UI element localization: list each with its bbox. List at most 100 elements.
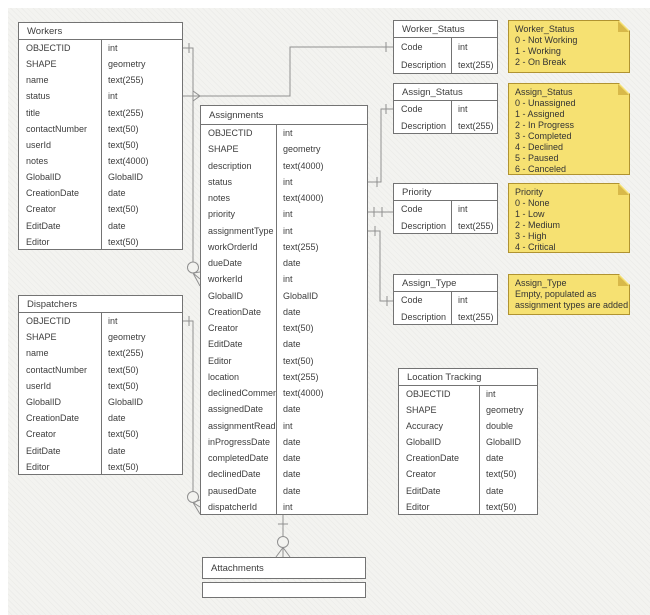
field-type: text(255)	[276, 238, 367, 255]
table-title: Priority	[394, 184, 497, 201]
field-name: OBJECTID	[26, 316, 71, 326]
table-row: Creator text(50)	[399, 466, 537, 483]
field-type: int	[101, 313, 182, 330]
connector-dispatchers-assignments[interactable]	[183, 316, 201, 515]
table-worker-status[interactable]: Worker_Status Code int Description text(255)	[393, 20, 498, 74]
field-type: text(50)	[276, 352, 367, 369]
table-location-tracking[interactable]: Location Tracking OBJECTID int SHAPE geometr…	[398, 368, 538, 515]
table-attachments-body[interactable]	[202, 582, 366, 598]
table-row: Code int	[394, 292, 497, 309]
table-body: Code int Description text(255)	[394, 38, 497, 74]
note-text-line: 1 - Low	[515, 209, 545, 219]
note-fold-icon	[618, 84, 629, 95]
field-type: GlobalID	[101, 393, 182, 411]
table-row: Description text(255)	[394, 117, 497, 134]
field-name: Accuracy	[406, 421, 444, 432]
connector-assignments-attachments[interactable]	[275, 515, 291, 558]
table-row: status int	[19, 88, 182, 105]
worker-status-note[interactable]: Worker_Status 0 - Not Working 1 - Working 2…	[508, 20, 630, 73]
field-name: SHAPE	[406, 405, 437, 416]
field-type: int	[276, 417, 367, 434]
table-row: workOrderId text(255)	[201, 238, 367, 255]
note-title: Assign_Status	[515, 87, 573, 97]
table-row: workerId int	[201, 271, 367, 288]
field-name: contactNumber	[26, 364, 88, 375]
table-row: GlobalID GlobalID	[399, 434, 537, 451]
table-attachments[interactable]: Attachments	[202, 557, 366, 579]
field-name: completedDate	[208, 453, 269, 463]
note-text-line: 2 - In Progress	[515, 120, 575, 130]
field-name: OBJECTID	[26, 43, 71, 53]
table-row: declinedDate date	[201, 466, 367, 483]
table-title: Assign_Status	[394, 84, 497, 101]
field-name: GlobalID	[26, 396, 62, 407]
table-body: OBJECTID int SHAPE geometry description text(…	[201, 125, 367, 515]
table-assign-status[interactable]: Assign_Status Code int Description text(255)	[393, 83, 498, 134]
field-type: double	[479, 418, 537, 435]
field-type: date	[276, 482, 367, 499]
connector-workers-assignments[interactable]	[183, 43, 201, 287]
priority-note[interactable]: Priority 0 - None 1 - Low 2 - Medium 3 - Hig…	[508, 183, 630, 253]
field-type: text(255)	[101, 345, 182, 362]
field-name: workerId	[208, 274, 243, 285]
field-name: userId	[26, 380, 52, 391]
table-row: CreationDate date	[399, 450, 537, 467]
table-row: EditDate date	[19, 217, 182, 234]
field-name: OBJECTID	[208, 128, 253, 138]
table-row: completedDate date	[201, 450, 367, 467]
field-type: text(255)	[451, 117, 497, 134]
field-name: EditDate	[406, 485, 441, 496]
field-type: text(50)	[101, 377, 182, 394]
table-row: description text(4000)	[201, 157, 367, 174]
note-text-line: 3 - High	[515, 231, 547, 241]
table-row: Accuracy double	[399, 418, 537, 435]
field-name: CreationDate	[208, 306, 262, 317]
table-row: CreationDate date	[19, 410, 182, 427]
field-type: date	[101, 442, 182, 459]
field-name: Editor	[406, 501, 430, 512]
assign-type-note[interactable]: Assign_Type Empty, populated as assignment…	[508, 274, 630, 315]
connector-workers-worker-status[interactable]	[183, 42, 393, 102]
table-row: declinedComment text(4000)	[201, 385, 367, 402]
field-name: CreationDate	[406, 453, 460, 464]
field-name: description	[208, 160, 252, 171]
field-type: date	[276, 433, 367, 450]
table-workers[interactable]: Workers OBJECTID int SHAPE geometry name text(…	[18, 22, 183, 250]
field-name: status	[208, 176, 233, 187]
field-type: date	[101, 410, 182, 427]
crows-foot-icon	[192, 499, 201, 515]
field-name: notes	[208, 193, 231, 203]
connector-assignments-priority[interactable]	[368, 207, 393, 217]
table-row: name text(255)	[19, 72, 182, 89]
field-name: Editor	[26, 461, 50, 472]
assign-status-note[interactable]: Assign_Status 0 - Unassigned 1 - Assigned 2…	[508, 83, 630, 175]
table-row: assignmentRead int	[201, 417, 367, 434]
table-dispatchers[interactable]: Dispatchers OBJECTID int SHAPE geometry name t…	[18, 295, 183, 475]
table-row: contactNumber text(50)	[19, 361, 182, 378]
table-assign-type[interactable]: Assign_Type Code int Description text(255)	[393, 274, 498, 325]
table-row: Editor text(50)	[19, 233, 182, 250]
table-row: Description text(255)	[394, 308, 497, 325]
table-title: Dispatchers	[19, 296, 182, 313]
field-name: Creator	[208, 323, 239, 333]
field-name: pausedDate	[208, 485, 257, 496]
field-type: text(4000)	[276, 157, 367, 174]
field-name: Description	[401, 311, 447, 322]
field-name: GlobalID	[406, 437, 442, 448]
field-name: GlobalID	[26, 172, 62, 183]
table-row: OBJECTID int	[19, 40, 182, 57]
table-row: userId text(50)	[19, 136, 182, 153]
table-row: SHAPE geometry	[19, 329, 182, 346]
table-assignments[interactable]: Assignments OBJECTID int SHAPE geometry descr…	[200, 105, 368, 515]
connector-assignments-assign-status[interactable]	[368, 104, 393, 187]
field-type: text(255)	[451, 217, 497, 234]
table-row: Code int	[394, 101, 497, 118]
field-name: SHAPE	[26, 59, 57, 70]
field-type: GlobalID	[101, 169, 182, 186]
note-text-line: 0 - None	[515, 198, 550, 208]
table-priority[interactable]: Priority Code int Description text(255)	[393, 183, 498, 234]
field-type: GlobalID	[479, 434, 537, 451]
table-body: Code int Description text(255)	[394, 201, 497, 234]
connector-assignments-assign-type[interactable]	[368, 226, 393, 306]
field-type: int	[276, 125, 367, 142]
